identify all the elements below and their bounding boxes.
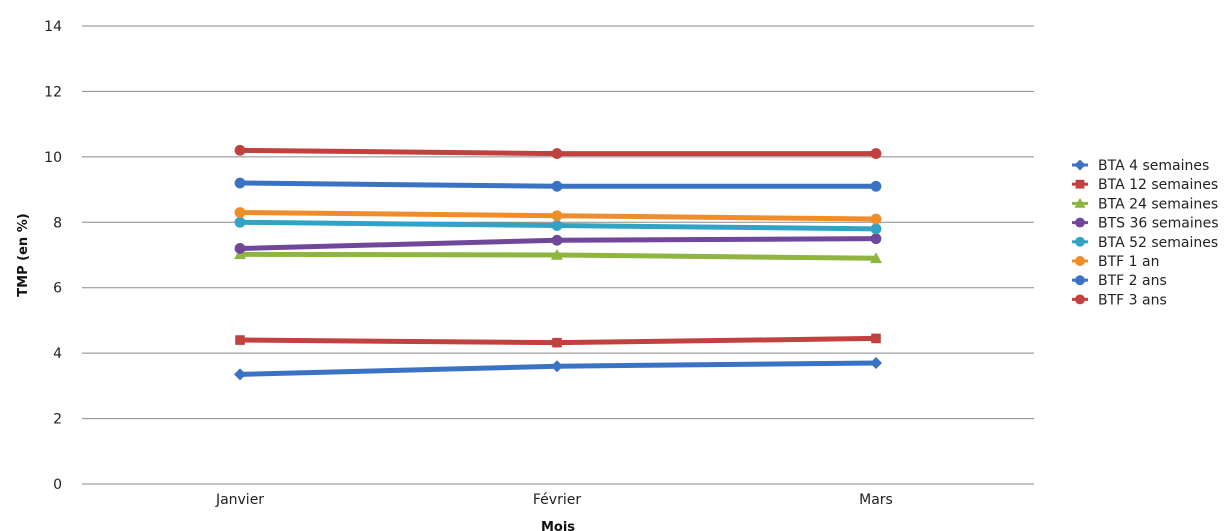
- series-group: [234, 144, 882, 381]
- y-tick-label: 2: [53, 412, 62, 428]
- legend-label: BTF 1 an: [1098, 254, 1159, 270]
- legend-marker: [1075, 217, 1085, 228]
- legend-item: BTA 4 semaines: [1072, 158, 1209, 174]
- y-tick-label: 4: [53, 346, 62, 362]
- x-axis-ticks: Janvier Février Mars: [215, 492, 893, 508]
- legend-item: BTS 36 semaines: [1072, 216, 1219, 232]
- data-point: [551, 234, 563, 246]
- data-point: [234, 144, 246, 156]
- data-point: [870, 213, 882, 225]
- data-point: [552, 337, 562, 348]
- series-6: [234, 177, 882, 192]
- data-point: [551, 249, 563, 260]
- data-point: [551, 210, 563, 222]
- series-2: [234, 248, 882, 264]
- y-tick-label: 0: [53, 477, 62, 493]
- legend-item: BTF 2 ans: [1072, 273, 1167, 289]
- y-axis-ticks: 0 2 4 6 8 10 12 14: [44, 19, 62, 493]
- legend-marker: [1074, 197, 1086, 208]
- y-tick-label: 10: [44, 150, 62, 166]
- data-point: [234, 216, 246, 228]
- data-point: [870, 233, 882, 245]
- data-point: [551, 148, 563, 159]
- legend-marker: [1075, 256, 1085, 266]
- data-point: [234, 243, 246, 254]
- legend-item: BTA 12 semaines: [1072, 177, 1218, 193]
- data-point: [871, 333, 881, 344]
- legend-marker: [1075, 179, 1085, 189]
- series-1: [235, 333, 881, 348]
- data-point: [870, 148, 882, 159]
- legend-label: BTF 2 ans: [1098, 273, 1167, 289]
- legend-label: BTS 36 semaines: [1098, 216, 1219, 232]
- data-point: [234, 368, 246, 381]
- legend-label: BTF 3 ans: [1098, 292, 1167, 308]
- x-tick-label: Février: [533, 492, 581, 508]
- legend-marker: [1074, 159, 1086, 171]
- series-7: [234, 144, 882, 159]
- legend-item: BTF 1 an: [1072, 254, 1159, 270]
- legend-item: BTF 3 ans: [1072, 292, 1167, 308]
- legend-marker: [1075, 294, 1085, 305]
- x-tick-label: Mars: [859, 492, 893, 508]
- data-point: [234, 207, 246, 218]
- legend: BTA 4 semaines BTA 12 semaines BTA 24 sema…: [1072, 158, 1219, 308]
- data-point: [870, 180, 882, 192]
- legend-label: BTA 12 semaines: [1098, 177, 1218, 193]
- y-tick-label: 14: [44, 19, 62, 35]
- data-point: [234, 177, 246, 189]
- series-3: [234, 233, 882, 254]
- y-tick-label: 8: [53, 215, 62, 231]
- data-point: [870, 252, 882, 264]
- data-point: [551, 180, 563, 192]
- x-axis-title: Mois: [541, 520, 575, 531]
- legend-item: BTA 24 semaines: [1072, 196, 1218, 212]
- legend-item: BTA 52 semaines: [1072, 235, 1218, 251]
- data-point: [551, 360, 563, 373]
- data-point: [870, 356, 882, 369]
- series-0: [234, 356, 882, 381]
- legend-label: BTA 52 semaines: [1098, 235, 1218, 251]
- y-tick-label: 12: [44, 84, 62, 100]
- y-axis-title: TMP (en %): [16, 213, 31, 296]
- y-tick-label: 6: [53, 281, 62, 297]
- series-5: [234, 207, 882, 225]
- x-tick-label: Janvier: [215, 492, 264, 508]
- legend-marker: [1075, 275, 1085, 286]
- series-4: [234, 216, 882, 235]
- data-point: [870, 223, 882, 235]
- legend-label: BTA 24 semaines: [1098, 196, 1218, 212]
- legend-marker: [1075, 236, 1085, 247]
- legend-label: BTA 4 semaines: [1098, 158, 1209, 174]
- data-point: [235, 335, 245, 345]
- data-point: [551, 220, 563, 231]
